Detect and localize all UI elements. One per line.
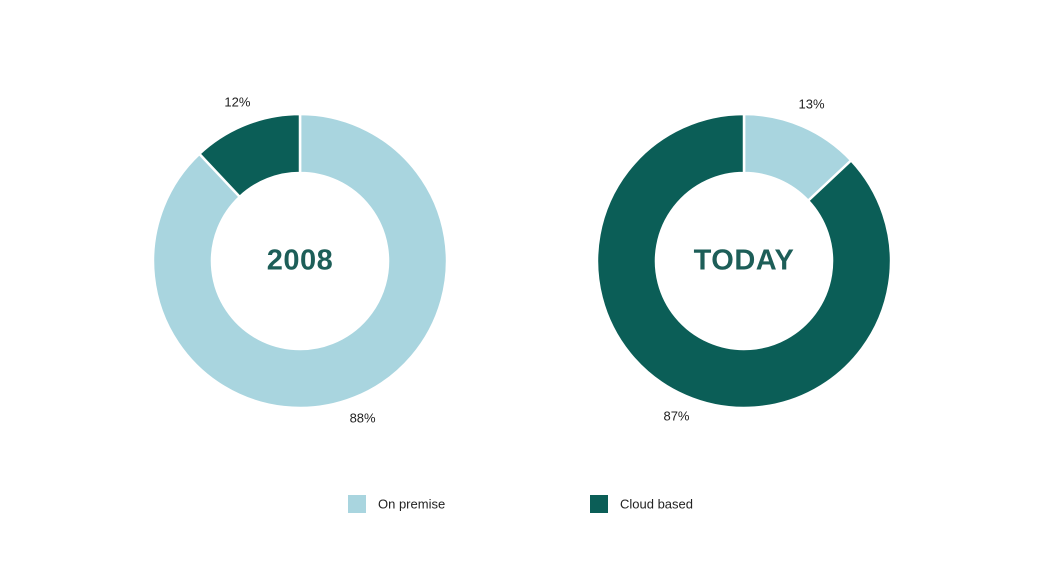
value-label: 13% [798, 96, 824, 111]
donut-slice [197, 112, 302, 199]
legend-swatch [590, 495, 608, 513]
value-label: 88% [350, 410, 376, 425]
center-label: TODAY [694, 245, 795, 277]
donut-slice [151, 112, 449, 410]
legend-swatch [348, 495, 366, 513]
value-label: 12% [224, 94, 250, 109]
center-label: 2008 [267, 245, 334, 277]
legend-label: Cloud based [620, 496, 693, 511]
legend-label: On premise [378, 496, 445, 511]
value-label: 87% [663, 408, 689, 423]
donut-slice [595, 112, 893, 410]
